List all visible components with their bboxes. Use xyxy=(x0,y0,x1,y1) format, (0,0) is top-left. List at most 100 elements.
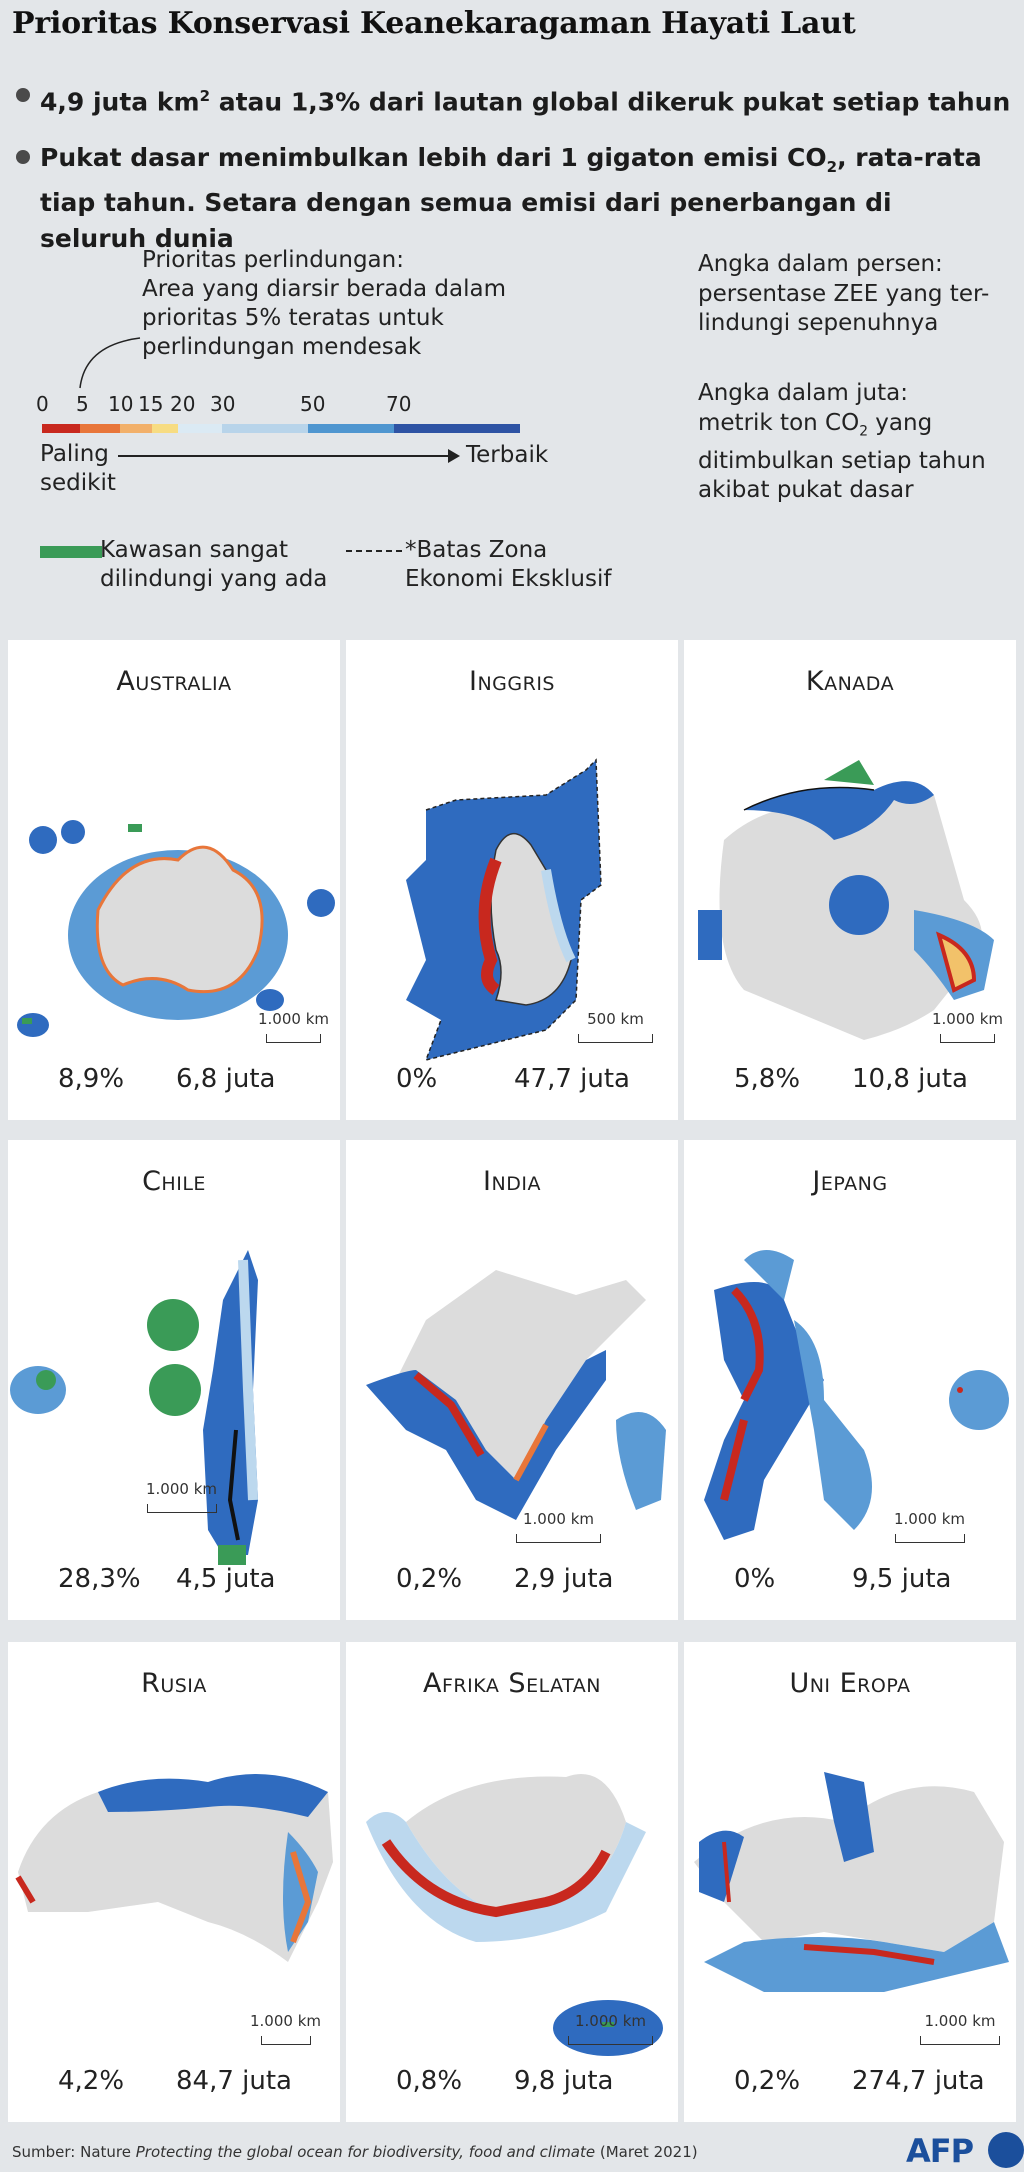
country-panel: Uni Eropa 1.000 km 0,2% 274,7 juta xyxy=(684,1642,1016,2122)
legend-priority-desc: Area yang diarsir berada dalam prioritas… xyxy=(142,276,507,360)
map-scale-line xyxy=(894,1534,965,1543)
map-scale-label: 1.000 km xyxy=(932,1010,1004,1028)
page-title: Prioritas Konservasi Keanekaragaman Haya… xyxy=(12,6,856,41)
trawling-emissions: 9,5 juta xyxy=(852,1564,952,1594)
country-name: India xyxy=(483,1166,541,1197)
country-map xyxy=(366,1270,666,1520)
country-panel: Inggris 500 km 0% 47,7 juta xyxy=(346,640,678,1120)
afp-logo-dot xyxy=(988,2132,1024,2168)
protected-percent: 8,9% xyxy=(58,1064,125,1094)
country-name: Inggris xyxy=(469,666,555,697)
map-scale-bar: 1.000 km xyxy=(146,1480,217,1513)
country-map xyxy=(406,758,602,1062)
country-map xyxy=(17,820,335,1037)
map-scale-line xyxy=(920,2036,1000,2045)
scale-tick-label: 50 xyxy=(300,392,326,416)
scale-tick-label: 10 xyxy=(108,392,134,416)
legend-percent-desc: persentase ZEE yang ter-lindungi sepenuh… xyxy=(698,281,990,336)
map-scale-line xyxy=(940,1034,995,1043)
protected-percent: 0,2% xyxy=(734,2066,801,2096)
trawling-emissions: 84,7 juta xyxy=(176,2066,292,2096)
map-scale-line xyxy=(146,1504,217,1513)
map-scale-line xyxy=(568,2036,653,2045)
map-scale-label: 1.000 km xyxy=(894,1510,966,1528)
scale-tick-label: 30 xyxy=(210,392,236,416)
scale-tick-label: 5 xyxy=(76,392,89,416)
bullet-dot xyxy=(16,88,30,102)
trawling-emissions: 4,5 juta xyxy=(176,1564,276,1594)
protected-percent: 4,2% xyxy=(58,2066,125,2096)
legend-priority-title: Prioritas perlindungan: xyxy=(142,247,404,273)
scale-swatch xyxy=(394,424,520,433)
protected-percent: 0,2% xyxy=(396,1564,463,1594)
source-footer: Sumber: Nature Protecting the global oce… xyxy=(12,2143,698,2161)
legend-percent-title: Angka dalam persen: xyxy=(698,251,943,277)
country-panel: Afrika Selatan 1.000 km 0,8% 9,8 juta xyxy=(346,1642,678,2122)
protected-percent: 0,8% xyxy=(396,2066,463,2096)
legend-high-label: Terbaik xyxy=(466,442,549,468)
country-map xyxy=(704,1250,1009,1540)
map-scale-label: 1.000 km xyxy=(250,2012,322,2030)
map-scale-bar: 1.000 km xyxy=(568,2012,653,2045)
legend-eez-label: *Batas Zona Ekonomi Eksklusif xyxy=(405,537,612,592)
legend-million-title: Angka dalam juta: xyxy=(698,380,908,406)
scale-swatch xyxy=(80,424,120,433)
protected-percent: 5,8% xyxy=(734,1064,801,1094)
arrow-right-icon xyxy=(448,449,460,463)
trawling-emissions: 6,8 juta xyxy=(176,1064,276,1094)
legend-axis-line xyxy=(118,455,448,457)
trawling-emissions: 10,8 juta xyxy=(852,1064,968,1094)
protected-percent: 0% xyxy=(734,1564,776,1594)
country-name: Australia xyxy=(116,666,232,697)
scale-swatch xyxy=(120,424,152,433)
scale-swatch xyxy=(308,424,394,433)
country-panel: Chile 1.000 km 28,3% 4,5 juta xyxy=(8,1140,340,1620)
bullet-trawling-area: 4,9 juta km2 atau 1,3% dari lautan globa… xyxy=(16,78,1016,120)
map-scale-label: 1.000 km xyxy=(258,1010,330,1028)
country-name: Chile xyxy=(142,1166,206,1197)
map-scale-label: 1.000 km xyxy=(924,2012,996,2030)
scale-swatch xyxy=(152,424,178,433)
legend-low-label: Paling sedikit xyxy=(40,441,116,496)
country-name: Kanada xyxy=(805,666,895,697)
country-panel: India 1.000 km 0,2% 2,9 juta xyxy=(346,1140,678,1620)
country-panel: Jepang 1.000 km 0% 9,5 juta xyxy=(684,1140,1016,1620)
trawling-emissions: 274,7 juta xyxy=(852,2066,985,2096)
map-scale-bar: 1.000 km xyxy=(920,2012,1000,2045)
map-scale-line xyxy=(266,1034,321,1043)
map-scale-bar: 500 km xyxy=(578,1010,653,1043)
scale-tick-label: 20 xyxy=(170,392,196,416)
scale-tick-label: 0 xyxy=(36,392,49,416)
country-map xyxy=(698,760,994,1040)
afp-logo: AFP xyxy=(906,2132,974,2170)
trawling-emissions: 2,9 juta xyxy=(514,1564,614,1594)
bullet-co2-emissions: Pukat dasar menimbulkan lebih dari 1 gig… xyxy=(16,140,996,257)
protected-percent: 0% xyxy=(396,1064,438,1094)
map-scale-label: 1.000 km xyxy=(574,2012,646,2030)
country-name: Rusia xyxy=(141,1668,207,1699)
map-scale-bar: 1.000 km xyxy=(516,1510,601,1543)
map-scale-bar: 1.000 km xyxy=(250,2012,321,2045)
country-map xyxy=(366,1774,663,2056)
map-scale-bar: 1.000 km xyxy=(932,1010,1003,1043)
map-scale-label: 1.000 km xyxy=(146,1480,218,1498)
scale-tick-label: 70 xyxy=(386,392,412,416)
map-scale-label: 500 km xyxy=(587,1010,644,1028)
country-panel: Australia 1.000 km 8,9% 6,8 juta xyxy=(8,640,340,1120)
map-scale-line xyxy=(260,2036,311,2045)
map-scale-line xyxy=(516,1534,601,1543)
eez-boundary-swatch xyxy=(346,550,402,552)
country-name: Uni Eropa xyxy=(789,1668,911,1699)
protected-area-swatch xyxy=(40,546,102,558)
scale-swatch xyxy=(222,424,308,433)
legend-protected-label: Kawasan sangat dilindungi yang ada xyxy=(100,537,328,592)
country-panel: Kanada 1.000 km 5,8% 10,8 juta xyxy=(684,640,1016,1120)
country-panel: Rusia 1.000 km 4,2% 84,7 juta xyxy=(8,1642,340,2122)
map-scale-label: 1.000 km xyxy=(522,1510,594,1528)
map-scale-line xyxy=(578,1034,653,1043)
scale-swatch xyxy=(42,424,80,433)
country-name: Jepang xyxy=(812,1166,888,1197)
bullet-dot xyxy=(16,150,30,164)
legend-million-desc: metrik ton CO2 yang ditimbulkan setiap t… xyxy=(698,410,986,503)
map-scale-bar: 1.000 km xyxy=(258,1010,329,1043)
